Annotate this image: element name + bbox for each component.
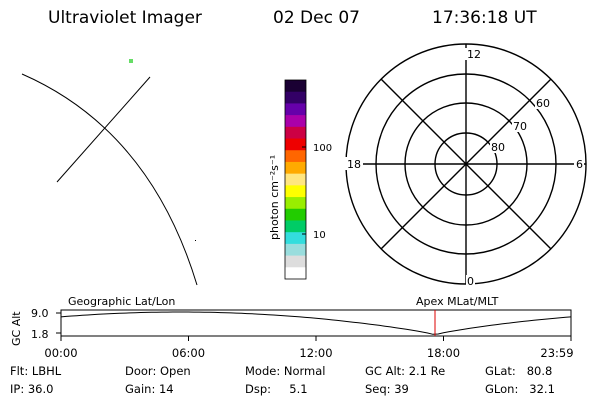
polar-plot xyxy=(345,43,587,285)
time-tick-label: 06:00 xyxy=(172,346,205,360)
colorbar-unit-label: photon cm⁻²s⁻¹ xyxy=(268,155,281,240)
colorbar-band xyxy=(285,126,306,140)
door-status: Door: Open xyxy=(125,364,191,378)
time-tick-label: 23:59 xyxy=(540,346,573,360)
lat-label-60: 60 xyxy=(536,97,550,110)
colorbar-band xyxy=(285,173,306,186)
colorbar-tick-10: 10 xyxy=(313,230,326,241)
ip-status: IP: 36.0 xyxy=(10,382,54,396)
colorbar-band xyxy=(285,185,306,198)
mlt-label-18: 18 xyxy=(347,158,361,171)
colorbar-band xyxy=(285,150,306,163)
apex-label: Apex MLat/MLT xyxy=(416,295,499,308)
gain-status: Gain: 14 xyxy=(125,382,174,396)
date-label: 02 Dec 07 xyxy=(273,8,360,28)
mlt-label-6: 6 xyxy=(576,158,583,171)
colorbar-band xyxy=(285,267,306,280)
colorbar-band xyxy=(285,80,306,93)
seq-status: Seq: 39 xyxy=(365,382,409,396)
time-axis: 00:00 06:00 12:00 18:00 23:59 xyxy=(44,336,574,360)
colorbar-band xyxy=(285,115,306,128)
colorbar-band xyxy=(285,197,306,210)
gc-alt-axis-label: GC Alt xyxy=(10,311,23,346)
time-tick-label: 00:00 xyxy=(44,346,77,360)
instrument-title: Ultraviolet Imager xyxy=(48,8,202,28)
colorbar-band xyxy=(285,138,306,151)
filter-status: Flt: LBHL xyxy=(10,364,62,378)
colorbar-band xyxy=(285,161,306,175)
y-tick-1-8: 1.8 xyxy=(31,328,49,341)
time-tick-label: 12:00 xyxy=(299,346,332,360)
lat-label-70: 70 xyxy=(513,120,527,133)
colorbar-band xyxy=(285,208,306,221)
lat-label-80: 80 xyxy=(491,141,505,154)
mlt-label-0: 0 xyxy=(467,275,474,288)
glon-status: GLon: 32.1 xyxy=(485,382,555,396)
mlt-label-12: 12 xyxy=(467,48,481,61)
gc-alt-status: GC Alt: 2.1 Re xyxy=(365,364,446,378)
mode-status: Mode: Normal xyxy=(245,364,326,378)
time-tick-label: 18:00 xyxy=(427,346,460,360)
colorbar-band xyxy=(285,220,306,233)
colorbar-band xyxy=(285,255,306,268)
green-pixel xyxy=(129,59,133,63)
dsp-status: Dsp: 5.1 xyxy=(245,382,308,396)
colorbar-band xyxy=(285,243,306,257)
colorbar-tick-100: 100 xyxy=(313,143,332,154)
time-label: 17:36:18 UT xyxy=(432,8,537,28)
colorbar-band xyxy=(285,91,306,104)
colorbar xyxy=(285,80,306,280)
glat-status: GLat: 80.8 xyxy=(485,364,553,378)
colorbar-band xyxy=(285,232,306,245)
altitude-plot xyxy=(56,309,572,337)
colorbar-band xyxy=(285,103,306,116)
geographic-label: Geographic Lat/Lon xyxy=(68,295,175,308)
y-tick-9: 9.0 xyxy=(31,307,49,320)
geographic-map xyxy=(21,59,198,286)
